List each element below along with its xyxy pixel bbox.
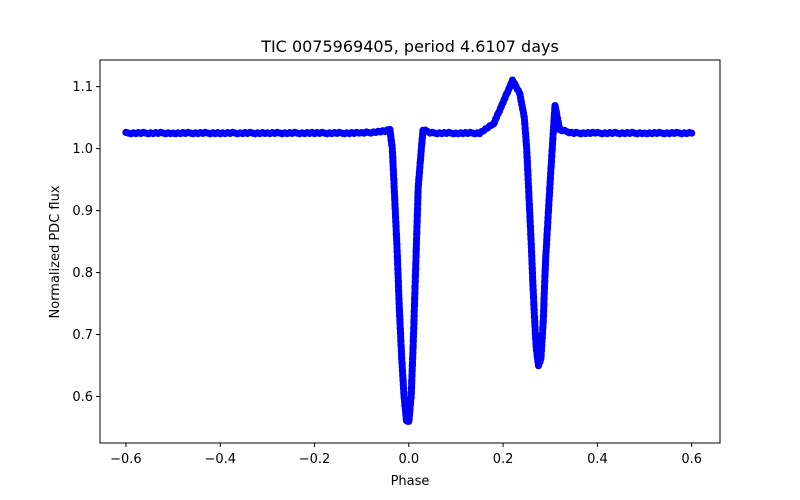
chart-title: TIC 0075969405, period 4.6107 days — [260, 37, 559, 56]
y-tick-label: 0.6 — [72, 390, 93, 405]
y-axis-ticks: 0.6 0.7 0.8 0.9 1.0 1.1 — [72, 80, 100, 405]
data-point — [688, 129, 696, 137]
y-tick-label: 0.8 — [72, 266, 93, 281]
y-tick-label: 0.9 — [72, 204, 93, 219]
x-tick-label: 0.6 — [681, 452, 702, 467]
data-points — [122, 76, 696, 425]
x-axis-label: Phase — [391, 474, 430, 489]
y-axis-label: Normalized PDC flux — [48, 185, 63, 318]
x-tick-label: 0.2 — [493, 452, 514, 467]
y-tick-label: 1.0 — [72, 142, 93, 157]
x-tick-label: −0.6 — [110, 452, 142, 467]
x-tick-label: 0.4 — [587, 452, 608, 467]
y-tick-label: 0.7 — [72, 328, 93, 343]
x-tick-label: −0.4 — [204, 452, 236, 467]
plot-area-frame — [99, 59, 721, 444]
x-tick-label: 0.0 — [398, 452, 419, 467]
y-tick-label: 1.1 — [72, 80, 93, 95]
x-axis-ticks: −0.6 −0.4 −0.2 0.0 0.2 0.4 0.6 — [110, 443, 702, 467]
x-tick-label: −0.2 — [299, 452, 331, 467]
